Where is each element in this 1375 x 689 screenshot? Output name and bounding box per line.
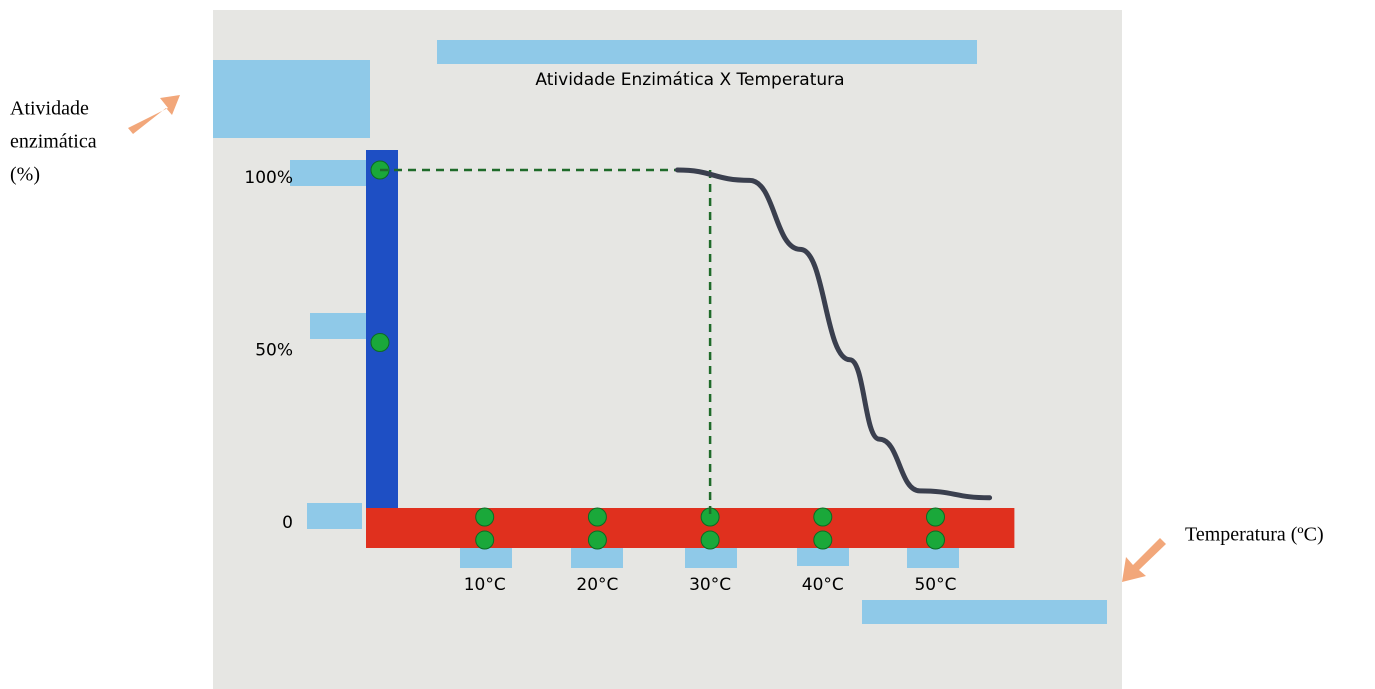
x-tick-mark [587, 507, 607, 550]
x-axis [366, 508, 1015, 548]
y-tick-label: 50% [255, 341, 293, 361]
arrow [1122, 538, 1166, 582]
chart-title: Atividade Enzimática X Temperatura [535, 70, 844, 90]
x-tick-label: 40°C [802, 575, 844, 595]
x-axis-label: Temperatura (ºC) [1185, 524, 1324, 546]
x-tick-label: 30°C [689, 575, 731, 595]
x-tick-label: 20°C [576, 575, 618, 595]
x-tick-label: 50°C [914, 575, 956, 595]
guide-line [380, 168, 712, 515]
y-tick-label: 100% [244, 168, 293, 188]
y-tick-mark [370, 333, 390, 352]
y-axis [366, 150, 398, 515]
y-tick-label: 0 [282, 513, 293, 533]
y-axis-label: (%) [10, 164, 40, 186]
y-axis-label: enzimática [10, 131, 97, 153]
x-tick-mark [813, 507, 833, 550]
y-axis-label: Atividade [10, 98, 89, 120]
x-tick-label: 10°C [464, 575, 506, 595]
x-tick-mark [926, 507, 945, 550]
arrow [128, 95, 180, 134]
braille-strips [213, 40, 1107, 624]
x-tick-mark [475, 507, 495, 550]
data-line [674, 167, 993, 501]
